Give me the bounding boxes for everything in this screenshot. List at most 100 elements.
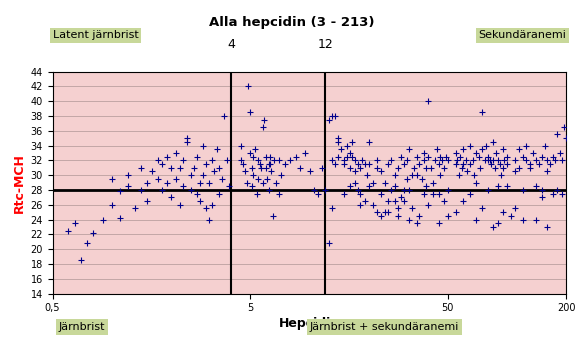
Point (495, 161, 505, 167)
Point (337, 146, 346, 152)
Point (207, 202, 217, 208)
Point (148, 169, 157, 174)
Point (380, 209, 390, 215)
Point (324, 117, 333, 122)
Point (407, 172, 416, 178)
Point (419, 191, 429, 197)
Point (364, 139, 374, 145)
Point (265, 161, 274, 167)
Point (238, 161, 248, 167)
Point (175, 165, 185, 171)
Point (217, 176, 227, 182)
Point (472, 150, 481, 156)
Point (182, 135, 192, 141)
Point (264, 161, 273, 167)
Text: Latent järnbrist: Latent järnbrist (53, 30, 138, 40)
Point (410, 165, 419, 171)
Point (493, 158, 503, 163)
Point (430, 158, 439, 163)
Point (493, 183, 503, 189)
Point (222, 158, 231, 163)
Point (483, 158, 492, 163)
Point (472, 217, 481, 222)
Point (262, 176, 272, 182)
Point (515, 165, 524, 171)
Point (286, 158, 295, 163)
Point (405, 187, 414, 193)
Point (518, 154, 527, 160)
Point (470, 172, 479, 178)
Point (333, 135, 343, 141)
Point (553, 132, 562, 137)
Point (280, 161, 290, 167)
Point (345, 165, 354, 171)
Point (261, 165, 270, 171)
Point (331, 113, 340, 119)
Point (491, 165, 500, 171)
Point (300, 150, 310, 156)
Point (220, 113, 229, 119)
Point (265, 154, 274, 160)
Point (255, 161, 265, 167)
Point (266, 169, 276, 174)
Point (557, 158, 566, 163)
Point (478, 110, 487, 115)
Point (142, 180, 151, 185)
Point (175, 202, 185, 208)
Text: Sekundäranemi: Sekundäranemi (479, 30, 566, 40)
Point (342, 154, 352, 160)
Point (186, 172, 195, 178)
Point (77, 257, 86, 263)
Point (179, 158, 188, 163)
Point (328, 158, 337, 163)
Point (153, 176, 162, 182)
Point (531, 217, 541, 222)
Point (251, 146, 260, 152)
Point (393, 205, 402, 211)
Point (465, 143, 475, 149)
Point (333, 154, 343, 160)
Text: Järnbrist + sekundäranemi: Järnbrist + sekundäranemi (310, 322, 459, 332)
Text: Alla hepcidin (3 - 213): Alla hepcidin (3 - 213) (209, 16, 375, 29)
Point (324, 240, 333, 246)
Point (415, 161, 424, 167)
Point (210, 169, 219, 174)
Point (426, 165, 435, 171)
Point (245, 150, 255, 156)
Point (88, 230, 98, 236)
Point (373, 165, 382, 171)
Point (258, 180, 267, 185)
Point (193, 191, 202, 197)
Point (348, 139, 357, 145)
Point (247, 165, 256, 171)
Point (357, 158, 367, 163)
Point (522, 143, 531, 149)
Point (443, 158, 452, 163)
Point (465, 191, 475, 197)
Point (540, 143, 550, 149)
Point (502, 183, 512, 189)
Point (237, 143, 246, 149)
Point (510, 158, 520, 163)
Point (412, 154, 422, 160)
Point (340, 161, 349, 167)
Point (376, 213, 385, 219)
Point (116, 189, 125, 194)
Point (537, 154, 547, 160)
Point (162, 154, 172, 160)
Point (531, 183, 541, 189)
Point (333, 139, 343, 145)
Point (453, 158, 462, 163)
Point (424, 154, 433, 160)
Point (321, 187, 330, 193)
Point (557, 191, 566, 197)
Point (525, 165, 534, 171)
Point (498, 209, 507, 215)
Point (390, 183, 399, 189)
Point (439, 198, 449, 204)
Point (369, 180, 378, 185)
Point (269, 158, 279, 163)
Point (199, 172, 208, 178)
Point (458, 161, 468, 167)
Point (419, 150, 429, 156)
